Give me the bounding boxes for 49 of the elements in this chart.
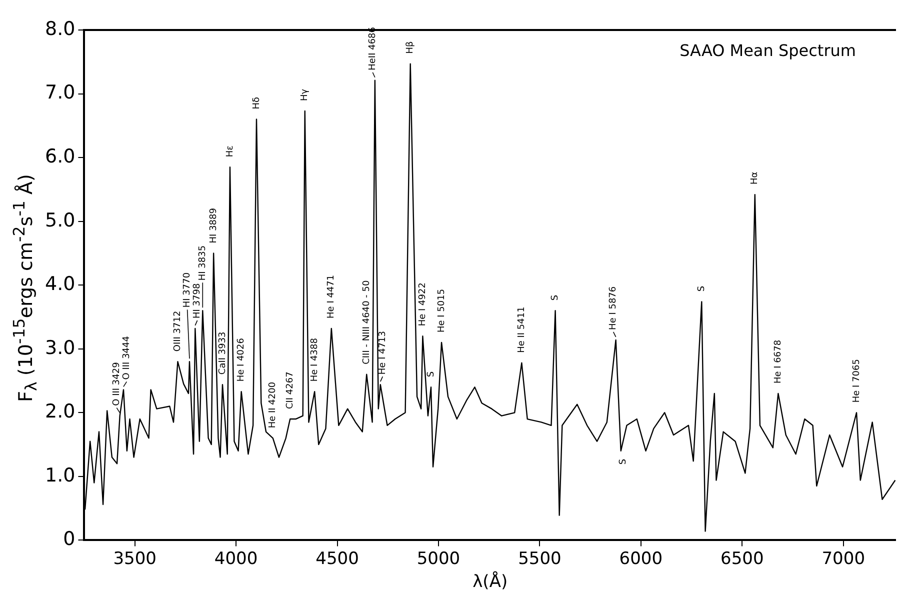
annotation: He I 4471: [326, 274, 337, 318]
annotation: S: [697, 286, 707, 292]
x-tick-label: 4000: [214, 548, 258, 569]
annotation: He I 7065: [852, 359, 862, 403]
y-tick-label: 6.0: [45, 145, 76, 168]
x-tick-label: 3500: [113, 548, 156, 569]
y-tick-label: 8.0: [45, 18, 76, 40]
y-tick-label: 7.0: [45, 82, 76, 104]
y-tick-label: 1.0: [45, 464, 76, 486]
annotation: He I 5015: [436, 288, 447, 332]
annotation: He I 5876: [608, 286, 619, 330]
x-tick-label: 5000: [416, 548, 460, 569]
annotation: SAAO Mean Spectrum: [680, 41, 856, 60]
annotation: Hα: [750, 172, 760, 185]
annotation: Hδ: [252, 96, 262, 110]
x-axis-title: λ(Å): [472, 571, 508, 592]
x-tick-label: 5500: [518, 548, 562, 569]
y-tick-label: 2.0: [45, 400, 76, 423]
y-tick-label: 3.0: [45, 336, 76, 359]
annotation: HI 3770: [182, 272, 193, 308]
annotation: O III 3444: [122, 336, 132, 380]
annotation: Hγ: [300, 88, 310, 101]
annotation: He II 4200: [268, 382, 278, 428]
annotation: HI 3835: [198, 245, 208, 281]
annotation: He I 4026: [236, 338, 247, 382]
annotation: CII 4267: [285, 372, 296, 410]
annotation: S: [618, 458, 629, 465]
annotation: He I 6678: [774, 340, 784, 384]
x-tick-label: 6500: [720, 548, 764, 569]
y-tick-label: 5.0: [45, 209, 76, 232]
annotation: He I 4713: [378, 330, 388, 375]
annotation: CIII - NIII 4640 - 50: [362, 280, 372, 364]
annotation: HI 3798: [192, 283, 203, 318]
annotation: Hε: [225, 145, 236, 158]
annotation: He I 4388: [310, 338, 320, 382]
annotation: He II 5411: [517, 306, 528, 353]
annotation: Hβ: [406, 41, 416, 54]
annotation: OIII 3712: [173, 310, 184, 352]
x-tick-label: 6000: [619, 548, 663, 569]
annotation: CaII 3933: [218, 332, 228, 375]
annotation: He I 4922: [418, 282, 428, 326]
annotation: S: [550, 294, 561, 301]
y-tick-label: 4.0: [45, 273, 76, 296]
x-tick-label: 7000: [822, 548, 865, 569]
y-tick-label: 0: [63, 528, 76, 550]
annotation: S: [426, 371, 436, 378]
annotation: O III 3429: [112, 362, 122, 406]
annotation: HI 3889: [208, 208, 219, 244]
x-tick-label: 4500: [316, 548, 359, 569]
